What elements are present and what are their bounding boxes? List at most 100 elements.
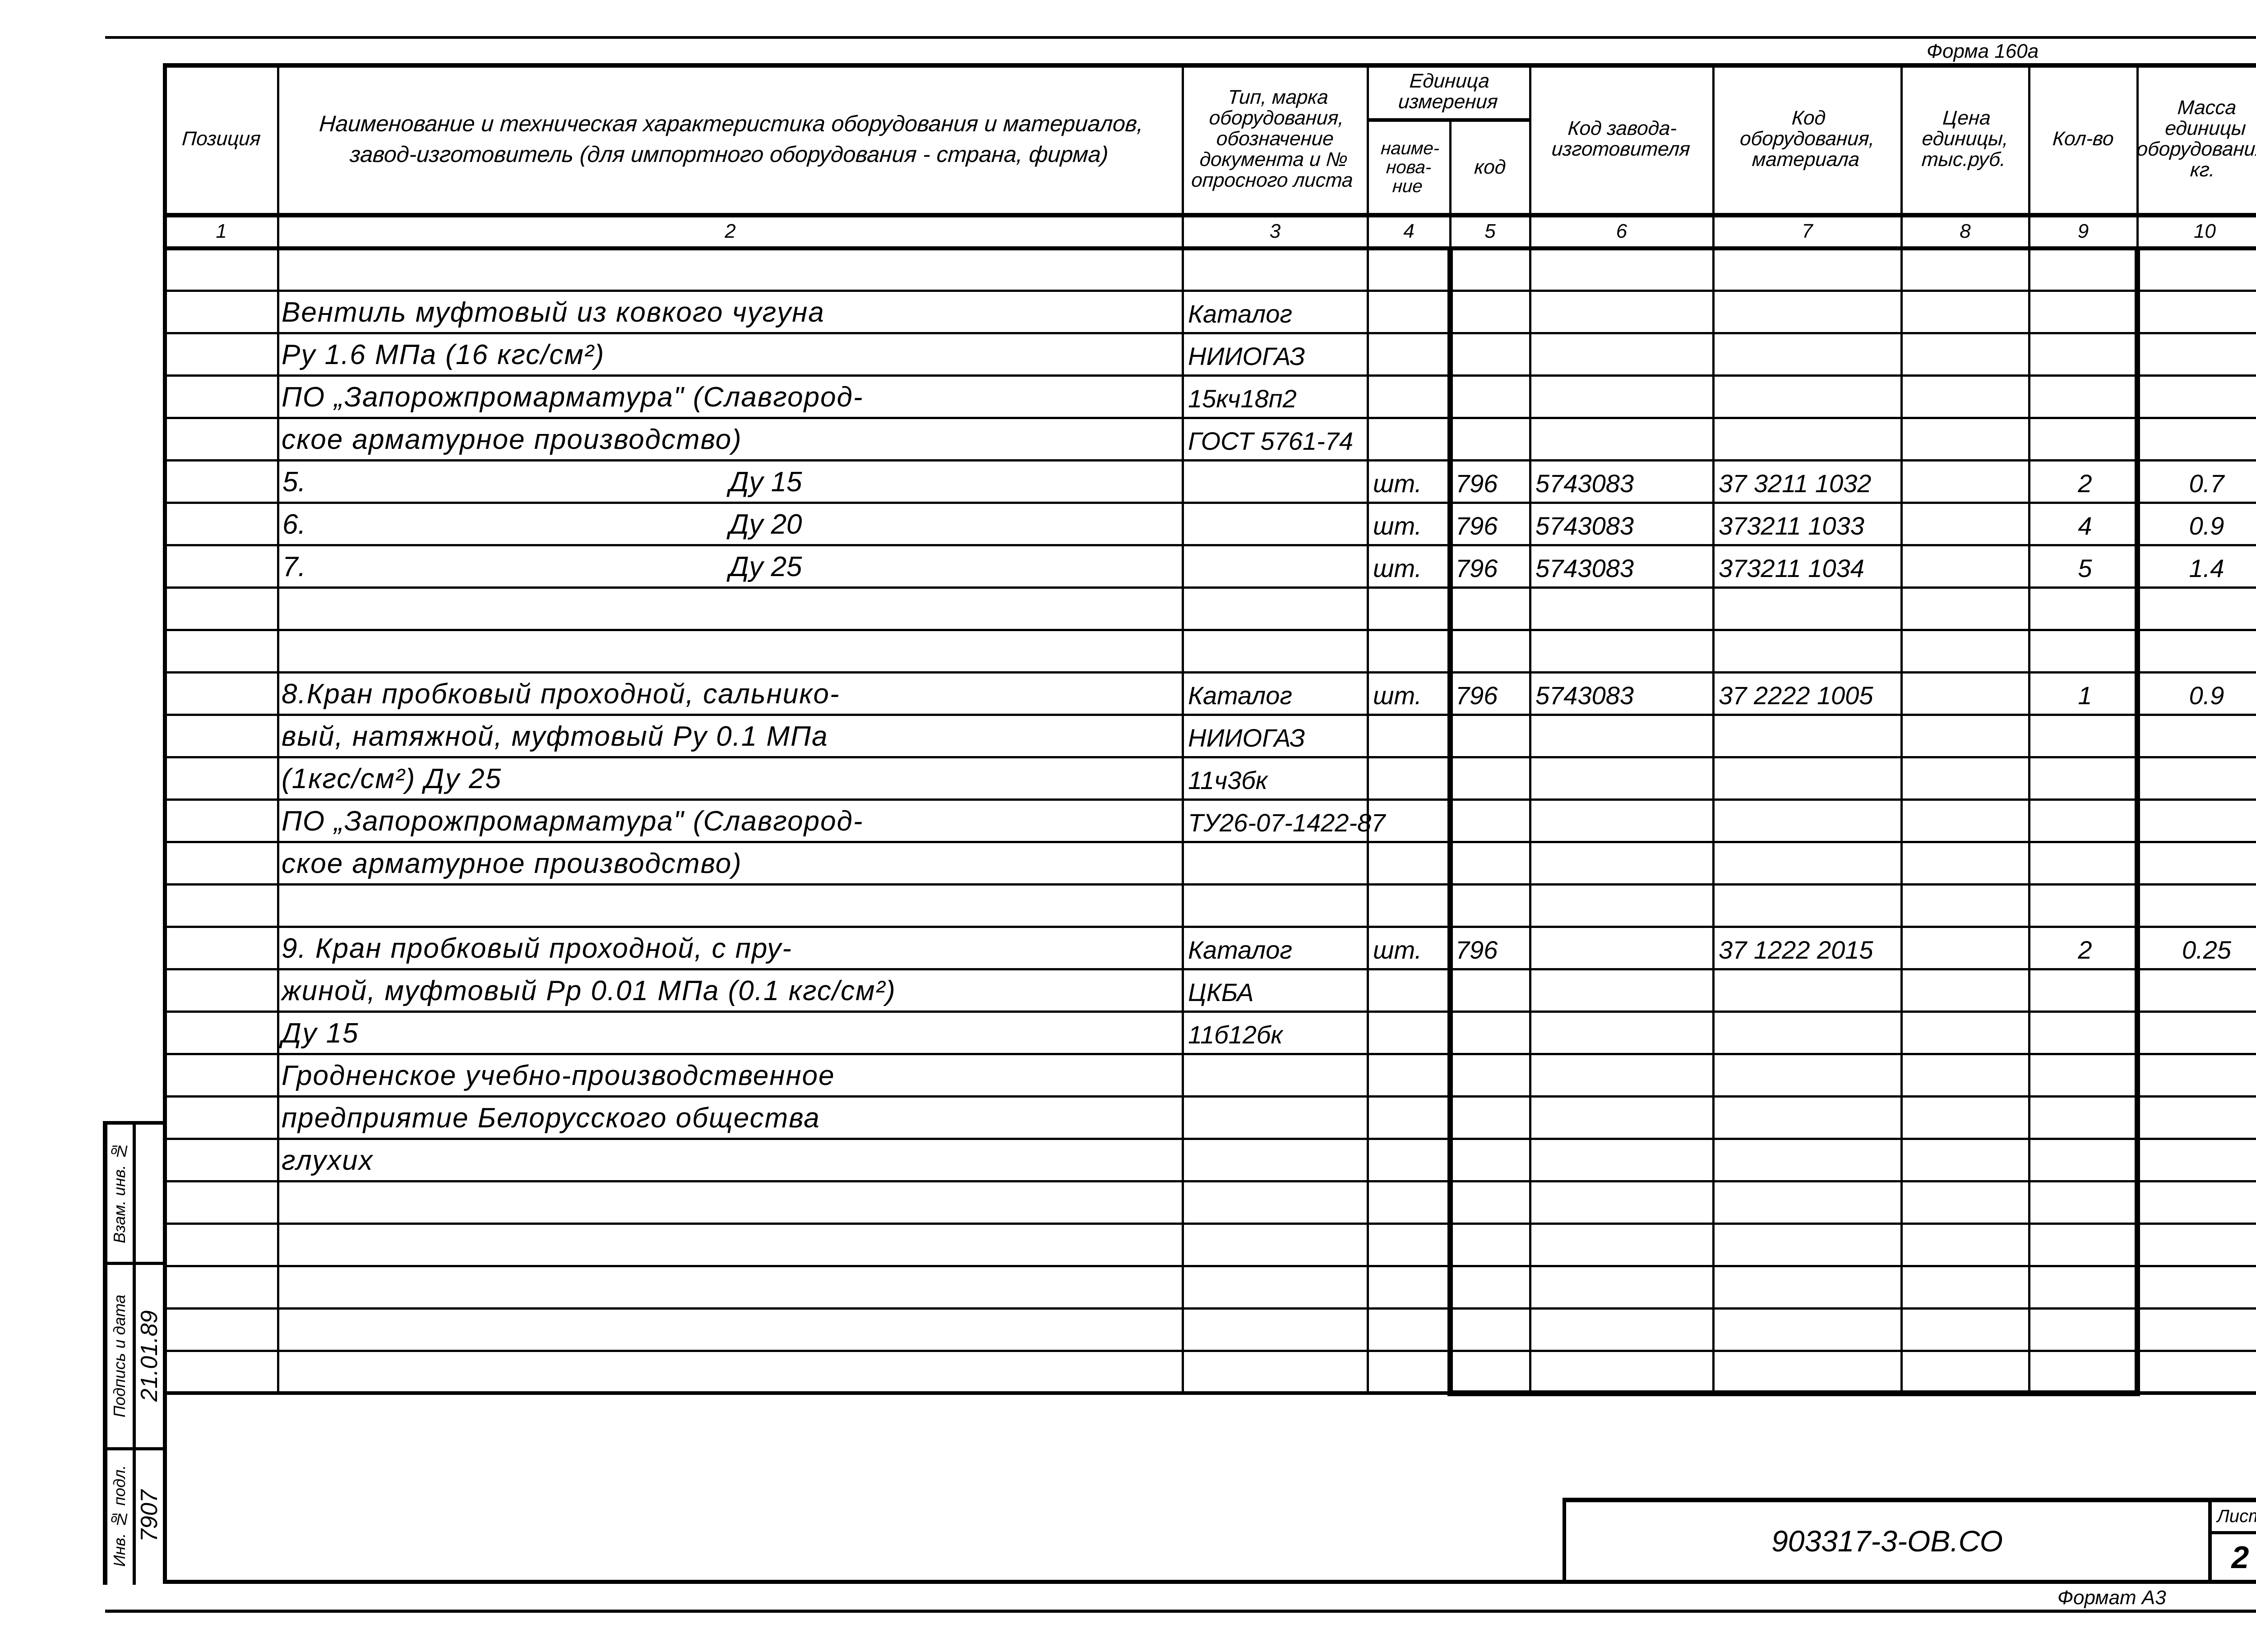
item-name: Ду 25 [729, 551, 802, 582]
item-name: жиной, муфтовый Рр 0.01 МПа (0.1 кгс/см²… [282, 975, 896, 1006]
row-line [165, 1307, 2256, 1310]
row-line [165, 1223, 2256, 1225]
stamp-line [103, 1447, 166, 1450]
thick-box-bottom [1447, 1390, 2140, 1396]
equipment-code: 37 2222 1005 [1719, 681, 1873, 710]
item-type: НИИОГАЗ [1188, 342, 1305, 370]
row-line [165, 459, 2256, 461]
item-name: Гродненское учебно-производственное [282, 1060, 835, 1091]
header-unit-name: наиме-нова-ние [1380, 138, 1440, 196]
item-name: Ду 15 [729, 466, 802, 498]
equipment-code: 37 3211 1032 [1719, 469, 1872, 498]
item-name: ское арматурное производство) [282, 424, 742, 455]
equipment-code: 373211 1034 [1719, 554, 1864, 582]
unit-code: 796 [1456, 469, 1498, 498]
item-type: Каталог [1188, 681, 1293, 710]
header-equipment-code: Код оборудования, материала [1739, 106, 1876, 171]
header-position: Позиция [181, 127, 262, 150]
item-type: Каталог [1188, 300, 1293, 328]
item-name: ПО „Запорожпромарматура" (Славгород- [282, 806, 864, 837]
header-unit-code: код [1474, 156, 1507, 178]
header-type: Тип, марка оборудования, обозначение док… [1190, 86, 1354, 192]
header-bottom-line [165, 213, 2256, 217]
item-name: ПО „Запорожпромарматура" (Славгород- [282, 382, 864, 413]
item-name: Ду 15 [282, 1018, 359, 1049]
stamp-replace-inv-label: Взам. инв. № [110, 1142, 129, 1244]
item-name: вый, натяжной, муфтовый Ру 0.1 МПа [282, 721, 828, 752]
manufacturer-code: 5743083 [1535, 681, 1634, 710]
unit-code: 796 [1456, 936, 1498, 964]
unit-code: 796 [1456, 554, 1498, 582]
item-name: глухих [282, 1145, 374, 1176]
item-name: 8.Кран пробковый проходной, сальнико- [282, 678, 840, 710]
quantity: 2 [2078, 469, 2092, 498]
sheet-label: Лист [2217, 1506, 2256, 1526]
unit-name: шт. [1373, 936, 1422, 964]
unit-mass: 0.9 [2189, 512, 2224, 540]
manufacturer-code: 5743083 [1535, 512, 1634, 540]
item-name: (1кгс/см²) Ду 25 [282, 763, 502, 794]
row-line [165, 1180, 2256, 1182]
stamp-sign-date-value: 21.01.89 [136, 1310, 162, 1402]
header-name: Наименование и техническая характеристик… [273, 63, 1188, 215]
title-block-left [1563, 1498, 1566, 1583]
item-position: 7. [282, 551, 306, 582]
frame-top [163, 63, 2256, 68]
row-line [165, 968, 2256, 970]
item-name: предприятие Белорусского общества [282, 1103, 820, 1134]
title-block-top [1563, 1498, 2256, 1502]
column-number: 3 [1269, 220, 1281, 242]
stamp-top [103, 1121, 166, 1125]
outer-frame-top [105, 36, 2256, 39]
thick-box-left [1447, 248, 1453, 1393]
item-type: 11б12бк [1188, 1020, 1283, 1049]
row-line [165, 1053, 2256, 1055]
column-number: 4 [1403, 220, 1415, 242]
header-quantity: Кол-во [2052, 127, 2115, 150]
item-name: Вентиль муфтовый из ковкого чугуна [282, 297, 825, 328]
item-type: НИИОГАЗ [1188, 724, 1305, 752]
row-line [165, 374, 2256, 377]
row-line [165, 714, 2256, 716]
row-line [165, 1095, 2256, 1098]
column-number: 6 [1616, 220, 1627, 242]
item-name: 9. Кран пробковый проходной, с пру- [282, 933, 792, 964]
column-number: 9 [2077, 220, 2089, 242]
unit-mass: 1.4 [2189, 554, 2224, 582]
column-line [1900, 63, 1903, 1393]
document-code: 903317-3-ОВ.СО [1771, 1524, 2003, 1558]
outer-frame-bottom [105, 1610, 2256, 1613]
column-line [277, 63, 279, 1393]
row-line [165, 544, 2256, 546]
sheet-number: 2 [2231, 1539, 2249, 1575]
unit-name: шт. [1373, 681, 1422, 710]
column-line [1182, 63, 1184, 1393]
row-line [165, 841, 2256, 843]
item-name: Ду 20 [729, 509, 802, 540]
row-line [165, 756, 2256, 758]
quantity: 2 [2078, 936, 2092, 964]
unit-mass: 0.7 [2189, 469, 2224, 498]
equipment-code: 373211 1033 [1719, 512, 1864, 540]
sheet-cell-divider [2208, 1531, 2256, 1534]
row-line [165, 798, 2256, 801]
unit-name: шт. [1373, 512, 1422, 540]
unit-name: шт. [1373, 469, 1422, 498]
item-type: ЦКБА [1188, 978, 1254, 1006]
row-line [165, 586, 2256, 589]
quantity: 4 [2078, 512, 2092, 540]
column-number: 10 [2194, 220, 2216, 242]
frame-bottom [163, 1580, 2256, 1584]
stamp-orig-inv-label: Инв. № подл. [110, 1465, 129, 1567]
unit-group-divider [1368, 118, 1530, 122]
sheet-cell-left [2208, 1498, 2212, 1583]
stamp-divider [133, 1121, 136, 1585]
row-line [165, 629, 2256, 631]
header-manufacturer-code: Код завода-изготовителя [1551, 117, 1691, 160]
column-line [1712, 63, 1715, 1393]
unit-code: 796 [1456, 681, 1498, 710]
item-type: ТУ26-07-1422-87 [1188, 808, 1386, 837]
column-number: 7 [1802, 220, 1813, 242]
row-line [165, 926, 2256, 928]
unit-code: 796 [1456, 512, 1498, 540]
